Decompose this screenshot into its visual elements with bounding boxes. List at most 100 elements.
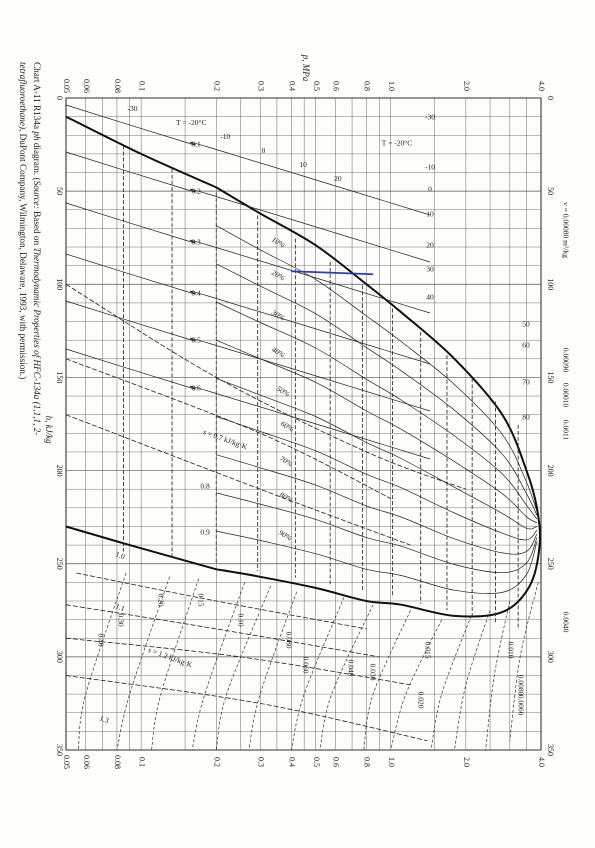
volume-label: 0.20 [156,593,165,606]
volume-label: 0.015 [423,642,432,659]
volume-line [116,576,170,751]
enthalpy-tick-label-left: 200 [55,465,64,477]
quality-label: 50% [275,384,291,399]
pressure-tick-label-top: 0.05 [62,79,71,93]
entropy-label-08: 0.8 [200,482,210,491]
isotherm-label: 10 [299,160,307,169]
pressure-tick-label-bottom: 0.5 [312,757,321,767]
isotherm-label: 80 [522,413,530,422]
isotherm-label: 20 [426,241,434,250]
liquid-entropy-label: 0.5 [191,336,201,345]
enthalpy-tick-label-right: 200 [546,465,555,477]
isotherm-label: 50 [522,320,530,329]
pressure-tick-label-top: 0.3 [256,81,265,91]
isotherm-label: T = -20°C [176,118,206,127]
isotherm-label: 40 [426,293,434,302]
isotherm-label: -10 [425,163,435,172]
caption-part: Thermodynamic Properties of HFC-134a (1,… [32,247,42,435]
liquid-entropy-label: 0.2 [191,187,201,196]
liquid-entropy-line [65,104,431,216]
caption-part: Based on [32,209,42,248]
caption-part: Source: [32,181,42,209]
pressure-tick-label-bottom: 0.08 [113,755,122,769]
pressure-tick-label-bottom: 0.4 [288,757,297,767]
liquid-entropy-line [65,300,431,412]
quality-line [216,530,538,594]
caption-part: diagram. ( [32,141,42,181]
pressure-tick-label-top: 0.2 [212,81,221,91]
entropy-label-09: 0.9 [200,528,210,537]
pressure-tick-label-bottom: 0.05 [62,755,71,769]
saturated-vapor-line [65,525,217,571]
pressure-tick-label-top: 4.0 [537,81,546,91]
highlight-segment [291,270,374,276]
volume-label: 0.0040 [561,612,570,633]
pressure-tick-label-top: 1.0 [387,81,396,91]
enthalpy-tick-label-left: 50 [55,187,64,195]
pressure-tick-label-top: 0.4 [288,81,297,91]
isotherm-label: 10 [426,210,434,219]
enthalpy-tick-label-left: 350 [55,744,64,756]
quality-line [216,492,538,574]
caption-part: Chart A-11 [32,62,42,103]
pressure-tick-label-bottom: 0.8 [363,757,372,767]
enthalpy-tick-label-left: 0 [55,96,64,100]
volume-line [248,591,298,751]
enthalpy-tick-label-right: 150 [546,371,555,383]
pressure-tick-label-top: 0.6 [332,81,341,91]
caption-part: R134a [32,103,42,129]
enthalpy-tick-label-left: 300 [55,651,64,663]
volume-label: 0.15 [196,593,205,606]
enthalpy-tick-label-right: 0 [546,96,555,100]
entropy-line [65,414,411,546]
volume-label: 0.00090 [561,348,570,373]
quality-line [216,378,538,530]
pressure-tick-label-bottom: 4.0 [537,757,546,767]
pressure-tick-label-bottom: 0.6 [332,757,341,767]
volume-label: 0.10 [236,613,245,626]
quality-line [216,301,538,520]
isotherm-label: 70 [522,378,530,387]
enthalpy-tick-label-right: 50 [546,187,555,195]
entropy-line [65,637,411,686]
volume-line [191,582,246,751]
quality-line [216,225,538,512]
isotherm-label: 30 [426,265,434,274]
liquid-entropy-line [65,253,431,365]
liquid-entropy-line [65,151,431,263]
pressure-tick-label-top: 0.5 [312,81,321,91]
saturation-dome [215,186,541,618]
isotherm-label: 0 [428,185,432,194]
saturated-liquid-line [65,115,217,189]
pressure-tick-label-top: 0.06 [82,79,91,93]
entropy-line [65,358,391,499]
caption-part: ph [32,129,42,141]
liquid-entropy-label: 0.6 [191,384,201,393]
volume-label: 0.40 [96,633,105,646]
quality-label: 10% [270,235,286,250]
enthalpy-tick-label-right: 100 [546,278,555,290]
volume-line [454,610,491,751]
volume-label: 0.060 [301,657,310,674]
chart-caption: Chart A-11 R134a ph diagram. (Source: Ba… [18,62,42,435]
quality-line [216,263,538,516]
liquid-entropy-label: 0.4 [191,289,201,298]
enthalpy-tick-label-right: 300 [546,651,555,663]
volume-label: 0.30 [116,613,125,626]
caption-part: tetrafluoroethane) [18,62,28,129]
volume-line [77,572,127,751]
entropy-line [65,675,428,742]
pressure-tick-label-bottom: 0.3 [256,757,265,767]
volume-label: 0.020 [416,692,425,709]
quality-label: 30% [269,307,286,322]
liquid-entropy-line [65,348,431,460]
volume-label: 0.030 [368,664,377,681]
volume-label: 0.0060 [516,695,525,716]
pressure-tick-label-bottom: 2.0 [462,757,471,767]
isotherm-label: T = -20°C [382,139,412,148]
volume-label: 0.00010 [561,383,570,408]
quality-label: 80% [278,490,294,505]
isotherm-label: 0 [262,146,266,155]
